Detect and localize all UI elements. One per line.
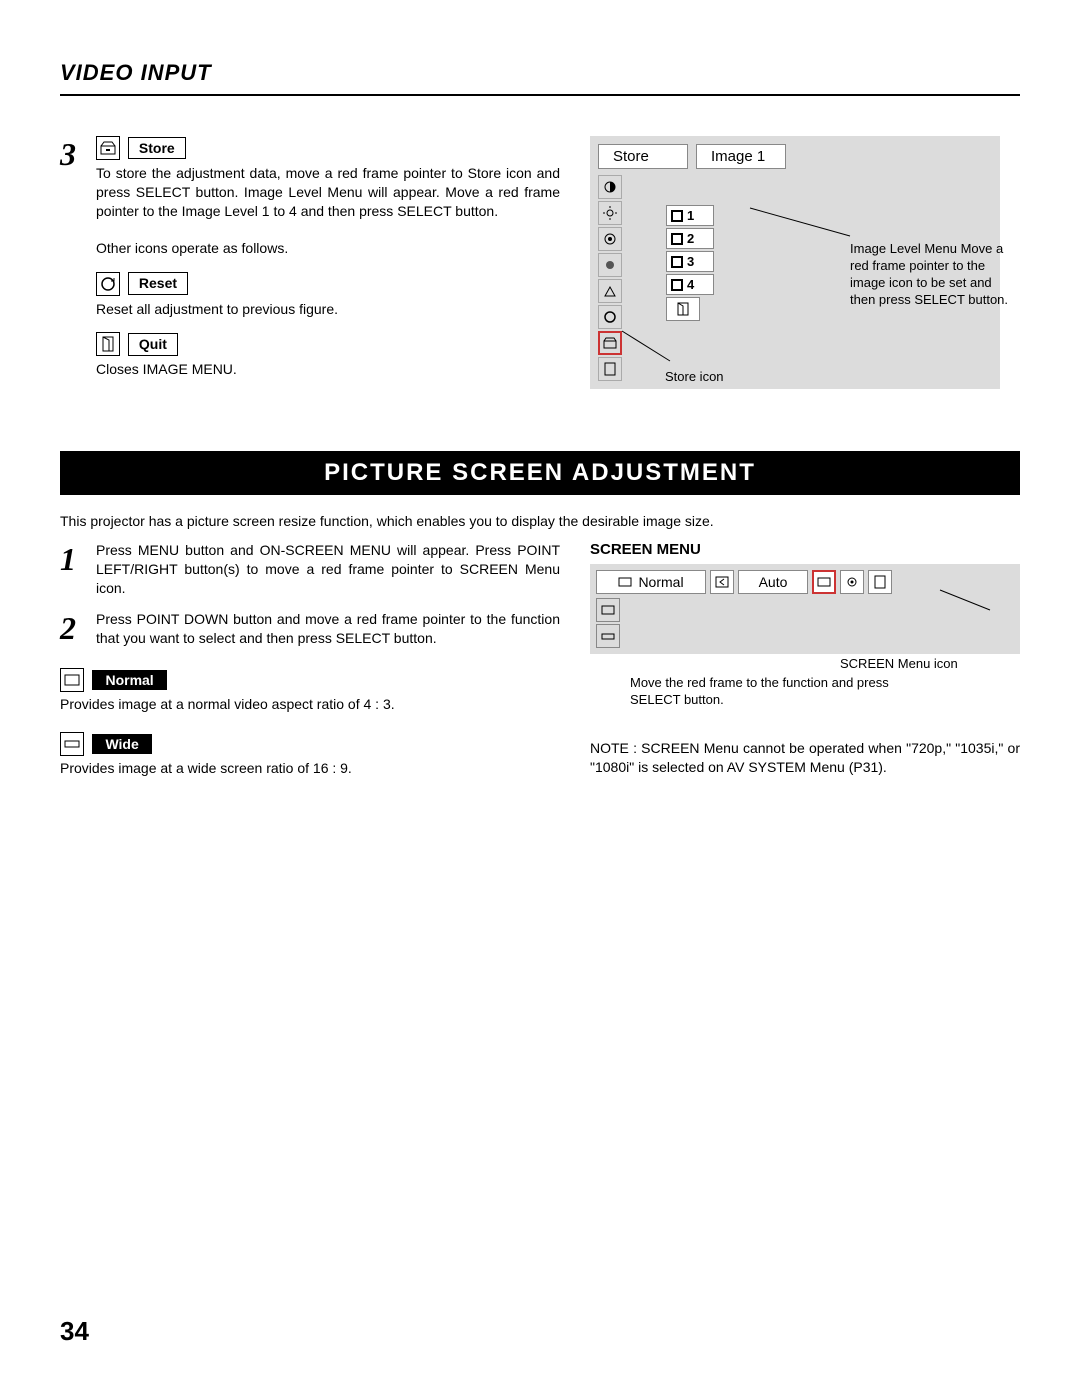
reset-label: Reset — [128, 272, 188, 295]
store-description: To store the adjustment data, move a red… — [96, 164, 560, 221]
quit-side-icon[interactable] — [598, 357, 622, 381]
step-2-text: Press POINT DOWN button and move a red f… — [96, 610, 560, 648]
reset-icon — [96, 272, 120, 296]
step-1-number: 1 — [60, 541, 88, 598]
store-icon-callout: Store icon — [665, 369, 724, 384]
contrast-icon[interactable] — [598, 175, 622, 199]
wide-label: Wide — [92, 734, 151, 754]
normal-label: Normal — [92, 670, 166, 690]
step-1-text: Press MENU button and ON-SCREEN MENU wil… — [96, 541, 560, 598]
wide-description: Provides image at a wide screen ratio of… — [60, 760, 560, 776]
screen-menu-heading: SCREEN MENU — [590, 541, 1020, 558]
quit-lone-icon[interactable] — [666, 297, 700, 321]
screen-prev-icon[interactable] — [710, 570, 734, 594]
reset-side-icon[interactable] — [598, 305, 622, 329]
image-level-4[interactable]: 4 — [666, 274, 714, 295]
screen-side-wide-icon[interactable] — [596, 624, 620, 648]
note-text: NOTE : SCREEN Menu cannot be operated wh… — [590, 739, 1020, 777]
image-level-1[interactable]: 1 — [666, 205, 714, 226]
normal-description: Provides image at a normal video aspect … — [60, 696, 560, 712]
screen-icon-a[interactable] — [812, 570, 836, 594]
sharpness-icon[interactable] — [598, 279, 622, 303]
drawer-icon — [96, 136, 120, 160]
image-level-2[interactable]: 2 — [666, 228, 714, 249]
wide-screen-icon — [60, 732, 84, 756]
screen-menu-icon-label: SCREEN Menu icon — [840, 656, 1080, 671]
header-title: VIDEO INPUT — [60, 60, 1020, 86]
tint-icon[interactable] — [598, 253, 622, 277]
image-level-list: 1 2 3 4 — [666, 205, 714, 295]
step-3-number: 3 — [60, 136, 88, 379]
brightness-icon[interactable] — [598, 201, 622, 225]
side-icon-strip — [598, 175, 626, 381]
screen-icon-c[interactable] — [868, 570, 892, 594]
image-level-callout: Image Level Menu Move a red frame pointe… — [850, 241, 1020, 309]
intro-text: This projector has a picture screen resi… — [60, 513, 1020, 529]
step-2-number: 2 — [60, 610, 88, 648]
other-icons-text: Other icons operate as follows. — [96, 239, 560, 258]
section-title: PICTURE SCREEN ADJUSTMENT — [60, 451, 1020, 495]
quit-description: Closes IMAGE MENU. — [96, 360, 560, 379]
screen-menu-hint: Move the red frame to the function and p… — [630, 675, 890, 709]
menu-image-button[interactable]: Image 1 — [696, 144, 786, 169]
quit-label: Quit — [128, 333, 178, 356]
menu-store-button[interactable]: Store — [598, 144, 688, 169]
screen-auto-button[interactable]: Auto — [738, 570, 808, 594]
screen-normal-button[interactable]: Normal — [596, 570, 706, 594]
store-side-icon[interactable] — [598, 331, 622, 355]
screen-icon-b[interactable] — [840, 570, 864, 594]
screen-side-normal-icon[interactable] — [596, 598, 620, 622]
page-number: 34 — [60, 1316, 89, 1347]
quit-icon — [96, 332, 120, 356]
header-rule — [60, 94, 1020, 96]
color-icon[interactable] — [598, 227, 622, 251]
reset-description: Reset all adjustment to previous figure. — [96, 300, 560, 319]
image-level-3[interactable]: 3 — [666, 251, 714, 272]
normal-screen-icon — [60, 668, 84, 692]
screen-menu-panel: Normal Auto — [590, 564, 1020, 654]
store-label: Store — [128, 137, 186, 160]
